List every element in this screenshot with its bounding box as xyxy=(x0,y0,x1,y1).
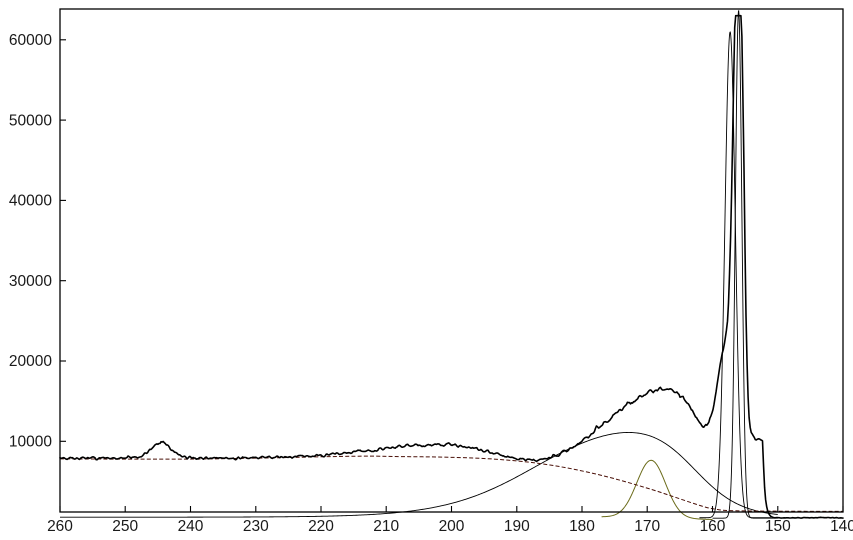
svg-text:220: 220 xyxy=(308,518,334,535)
svg-text:40000: 40000 xyxy=(9,193,52,210)
svg-text:20000: 20000 xyxy=(9,353,52,370)
svg-text:50000: 50000 xyxy=(9,112,52,129)
svg-text:250: 250 xyxy=(112,518,138,535)
svg-text:200: 200 xyxy=(439,518,465,535)
svg-text:140: 140 xyxy=(830,518,853,535)
svg-text:170: 170 xyxy=(634,518,660,535)
svg-text:260: 260 xyxy=(47,518,73,535)
svg-text:150: 150 xyxy=(765,518,791,535)
svg-text:210: 210 xyxy=(373,518,399,535)
svg-text:190: 190 xyxy=(504,518,530,535)
svg-text:60000: 60000 xyxy=(9,32,52,49)
svg-text:180: 180 xyxy=(569,518,595,535)
svg-text:30000: 30000 xyxy=(9,273,52,290)
svg-text:240: 240 xyxy=(178,518,204,535)
svg-text:10000: 10000 xyxy=(9,434,52,451)
svg-text:160: 160 xyxy=(700,518,726,535)
svg-text:230: 230 xyxy=(243,518,269,535)
